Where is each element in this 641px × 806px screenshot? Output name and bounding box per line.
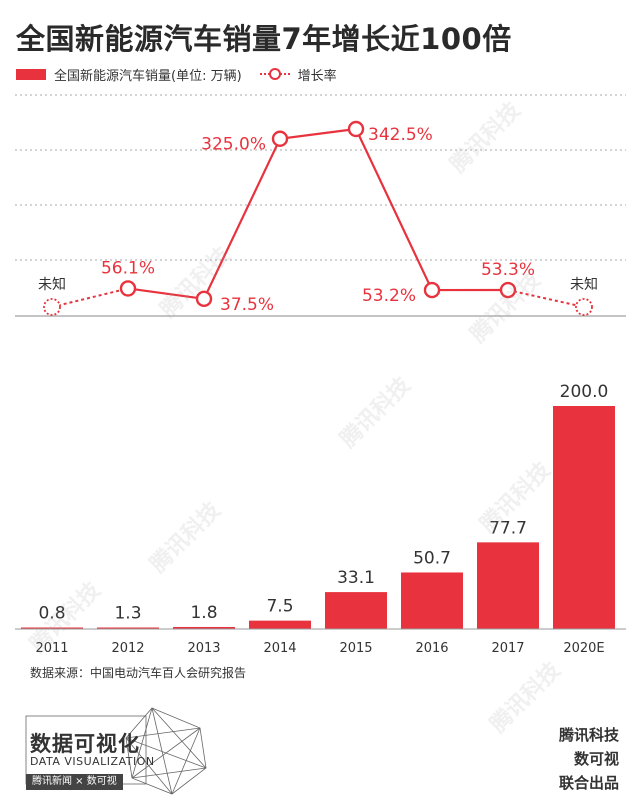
growth-rate-point [499, 281, 517, 299]
x-axis-tick-label: 2015 [339, 641, 372, 656]
x-axis-tick-label: 2016 [415, 641, 448, 656]
legend-line-swatch [259, 68, 290, 80]
growth-rate-point [347, 120, 365, 138]
growth-rate-point [271, 130, 289, 147]
sales-data-label: 33.1 [337, 568, 375, 588]
x-axis-tick-label: 2013 [187, 641, 220, 656]
logo-partners: 腾讯新闻 × 数可视 [26, 774, 123, 790]
logo-subtitle: DATA VISUALIZATION [30, 755, 155, 768]
sales-bar [477, 542, 539, 629]
legend-line-label: 增长率 [297, 68, 337, 84]
brand-line-1: 腾讯科技 [558, 726, 619, 744]
growth-rate-point [423, 281, 441, 299]
sales-data-label: 1.8 [190, 603, 217, 623]
x-axis-tick-label: 2017 [491, 641, 524, 656]
sales-bar [325, 592, 387, 629]
growth-rate-data-label: 56.1% [101, 258, 155, 278]
sales-bar [249, 620, 311, 629]
growth-rate-dotted-segment [51, 287, 129, 308]
sales-data-label: 200.0 [560, 382, 609, 402]
sales-data-label: 0.8 [38, 604, 65, 624]
sales-bar [97, 627, 159, 629]
growth-rate-data-label: 53.3% [481, 260, 535, 280]
growth-rate-data-label: 53.2% [362, 286, 416, 306]
sales-bar [21, 627, 83, 629]
sales-data-label: 77.7 [489, 518, 527, 538]
growth-rate-point [195, 290, 213, 308]
growth-rate-point [119, 280, 137, 297]
sales-data-label: 50.7 [413, 548, 451, 568]
x-axis-tick-label: 2012 [111, 641, 144, 656]
growth-rate-data-label: 325.0% [201, 135, 266, 155]
source-note: 数据来源：中国电动汽车百人会研究报告 [30, 666, 247, 680]
legend-bar-label: 全国新能源汽车销量(单位: 万辆) [54, 68, 242, 84]
brand-line-2: 数可视 [573, 750, 619, 768]
growth-rate-data-label: 342.5% [368, 125, 433, 145]
page-title: 全国新能源汽车销量7年增长近100倍 [16, 22, 512, 56]
brand-line-3: 联合出品 [558, 774, 619, 792]
x-axis-tick-label: 2011 [35, 641, 68, 656]
growth-rate-line [127, 127, 509, 301]
growth-rate-data-label: 未知 [38, 276, 66, 293]
sales-bar [173, 626, 235, 629]
growth-rate-point [43, 298, 61, 316]
x-axis-tick-label: 2020E [563, 641, 604, 656]
growth-rate-data-label: 37.5% [220, 295, 274, 315]
legend-bar-swatch [16, 68, 46, 80]
legend: 全国新能源汽车销量(单位: 万辆) 增长率 [16, 64, 337, 84]
sales-bar [553, 406, 615, 629]
data-visualization-logo-graphic [25, 707, 207, 795]
sales-bar [401, 572, 463, 629]
logo-title: 数据可视化 [30, 732, 140, 756]
growth-rate-point [575, 298, 593, 316]
x-axis-tick-label: 2014 [263, 641, 296, 656]
growth-rate-dotted-segment [507, 289, 585, 308]
growth-rate-data-label: 未知 [570, 276, 598, 293]
sales-data-label: 1.3 [114, 604, 141, 624]
sales-data-label: 7.5 [266, 597, 293, 617]
